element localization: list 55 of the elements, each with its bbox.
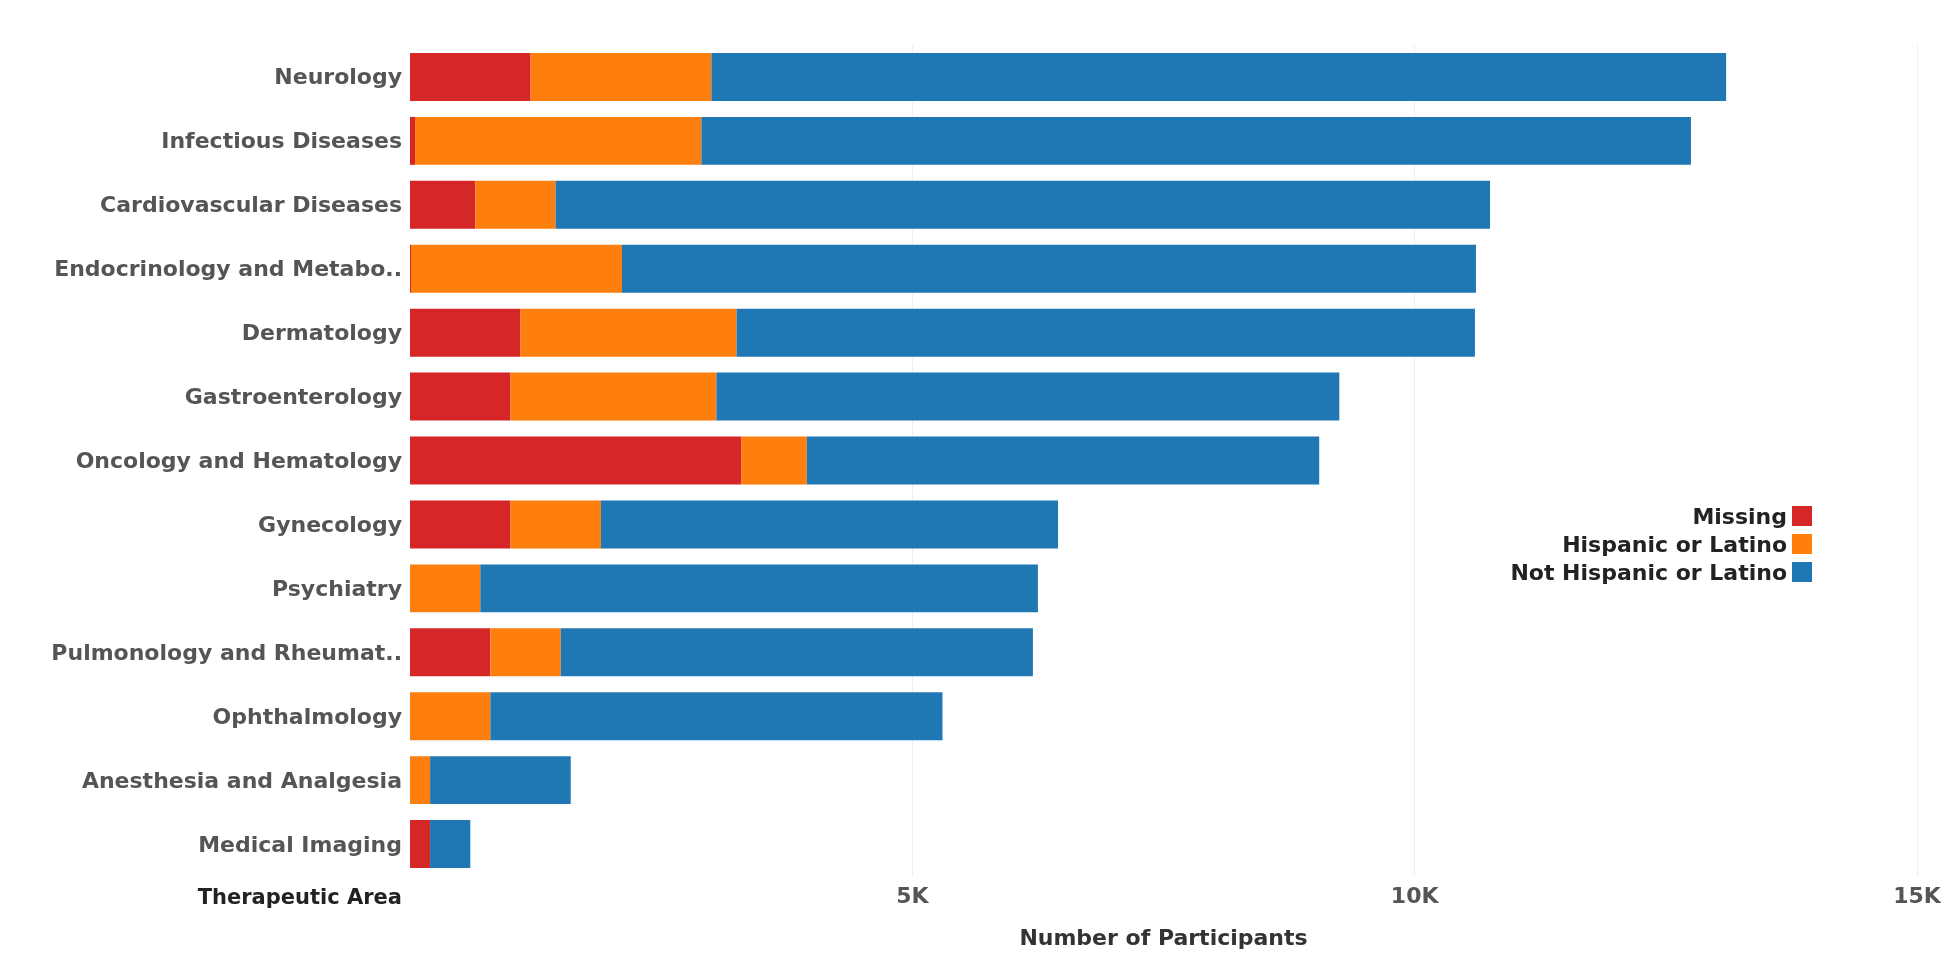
bar [410, 372, 511, 421]
y-tick-label: Dermatology [241, 320, 402, 346]
bar [621, 244, 1476, 293]
legend-label: Hispanic or Latino [1562, 531, 1787, 557]
bar [600, 500, 1059, 549]
bar [410, 436, 742, 485]
bar [510, 500, 601, 549]
bar [410, 116, 416, 165]
bar [530, 52, 712, 101]
bar [475, 180, 556, 229]
bar [430, 756, 571, 805]
x-tick-label: 10K [1390, 882, 1440, 908]
y-tick-label: Ophthalmology [212, 703, 402, 729]
legend-label: Not Hispanic or Latino [1510, 559, 1787, 585]
legend-label: Missing [1692, 503, 1787, 529]
bar [701, 116, 1691, 165]
bar [410, 628, 491, 677]
bar [415, 116, 702, 165]
bar [555, 180, 1491, 229]
y-tick-label: Infectious Diseases [161, 128, 402, 154]
bar [490, 628, 561, 677]
bar [410, 756, 431, 805]
x-tick-label: 15K [1893, 882, 1942, 908]
y-tick-label: Anesthesia and Analgesia [81, 767, 402, 793]
bar [480, 564, 1038, 613]
y-tick-label: Medical Imaging [198, 831, 402, 857]
bar [430, 820, 471, 869]
bar [410, 308, 521, 357]
y-tick-label: Pulmonology and Rheumat.. [51, 639, 402, 665]
bar [410, 52, 531, 101]
bar [560, 628, 1033, 677]
bar [736, 308, 1475, 357]
bar [410, 500, 511, 549]
bar [410, 180, 476, 229]
bar [741, 436, 807, 485]
bar [520, 308, 737, 357]
y-tick-label: Psychiatry [272, 575, 402, 601]
y-tick-label: Neurology [274, 64, 402, 90]
y-axis-title: Therapeutic Area [197, 884, 402, 909]
y-tick-label: Endocrinology and Metabo.. [54, 256, 402, 282]
bar [490, 692, 943, 741]
bar [410, 820, 431, 869]
bar [711, 52, 1727, 101]
y-tick-label: Cardiovascular Diseases [100, 192, 402, 218]
x-axis-title: Number of Participants [1019, 924, 1308, 950]
bar [510, 372, 717, 421]
y-tick-label: Oncology and Hematology [75, 448, 402, 473]
bar [716, 372, 1340, 421]
y-tick-label: Gastroenterology [184, 384, 402, 410]
bar [806, 436, 1320, 485]
bar [410, 564, 481, 613]
bar [410, 692, 491, 741]
x-tick-label: 5K [896, 882, 930, 908]
bar [411, 244, 622, 293]
y-tick-label: Gynecology [258, 511, 402, 537]
